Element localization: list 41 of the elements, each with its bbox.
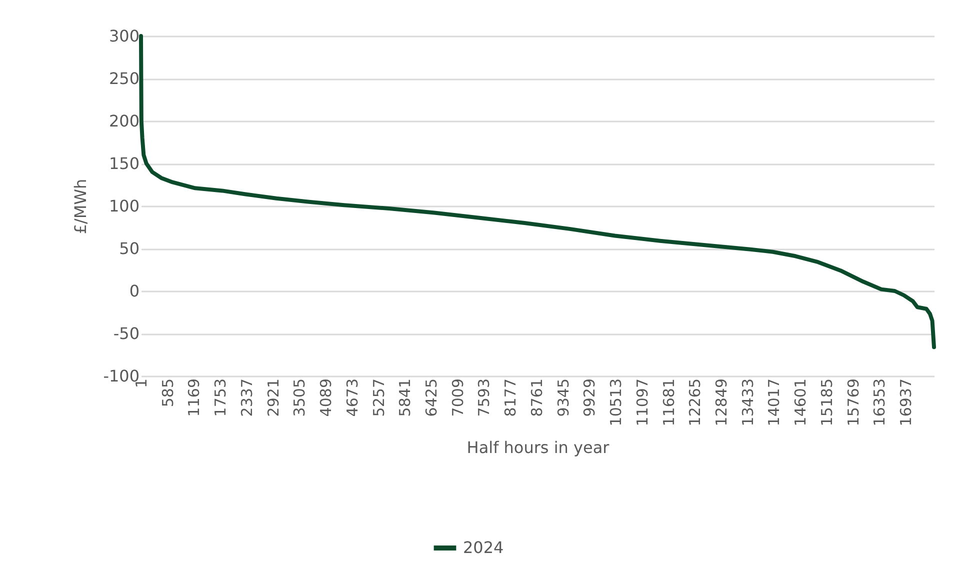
y-tick-label: 50 <box>119 239 140 258</box>
y-tick-label: 0 <box>129 282 140 300</box>
y-tick-label: 150 <box>108 154 140 173</box>
x-tick-label: 15769 <box>844 378 862 426</box>
x-tick-label: 9929 <box>580 378 599 417</box>
x-tick-label: 11097 <box>633 378 652 426</box>
x-tick-label: 10513 <box>607 378 626 426</box>
x-tick-label: 16937 <box>897 378 916 426</box>
x-tick-label: 2337 <box>238 378 256 417</box>
x-tick-label: 2921 <box>264 378 282 417</box>
x-tick-label: 15185 <box>818 378 836 426</box>
x-tick-label: 7593 <box>475 378 494 417</box>
x-tick-label: 6425 <box>422 378 440 417</box>
x-tick-label: 1169 <box>185 378 204 417</box>
x-axis-title: Half hours in year <box>466 438 610 458</box>
x-tick-label: 11681 <box>660 378 678 426</box>
y-tick-label: 100 <box>108 196 140 216</box>
x-tick-label: 4089 <box>317 378 336 417</box>
x-tick-label: 12265 <box>686 378 704 426</box>
x-tick-label: 3505 <box>290 378 309 417</box>
x-tick-label: 8761 <box>528 378 546 417</box>
line-series <box>139 34 936 350</box>
x-tick-label: 14017 <box>765 378 784 426</box>
x-tick-label: 5841 <box>396 378 414 417</box>
x-tick-label: 7009 <box>448 378 467 417</box>
x-tick-label: 12849 <box>712 378 730 426</box>
legend-label: 2024 <box>463 538 504 557</box>
x-tick-label: 13433 <box>738 378 757 426</box>
x-tick-label: 4673 <box>343 378 362 417</box>
x-tick-label: 1753 <box>212 378 230 417</box>
x-tick-label: 8177 <box>502 378 520 417</box>
y-tick-label: -50 <box>113 324 140 343</box>
x-tick-label: 585 <box>158 378 177 408</box>
x-tick-label: 5257 <box>370 378 388 417</box>
y-tick-label: 200 <box>108 112 140 130</box>
x-tick-label: 14601 <box>792 378 810 426</box>
x-tick-label: 9345 <box>554 378 572 417</box>
x-tick-label: 16353 <box>870 378 889 426</box>
y-axis-title: £/MWh <box>71 178 90 234</box>
y-tick-label: 300 <box>108 26 140 46</box>
y-tick-label: 250 <box>108 69 140 88</box>
